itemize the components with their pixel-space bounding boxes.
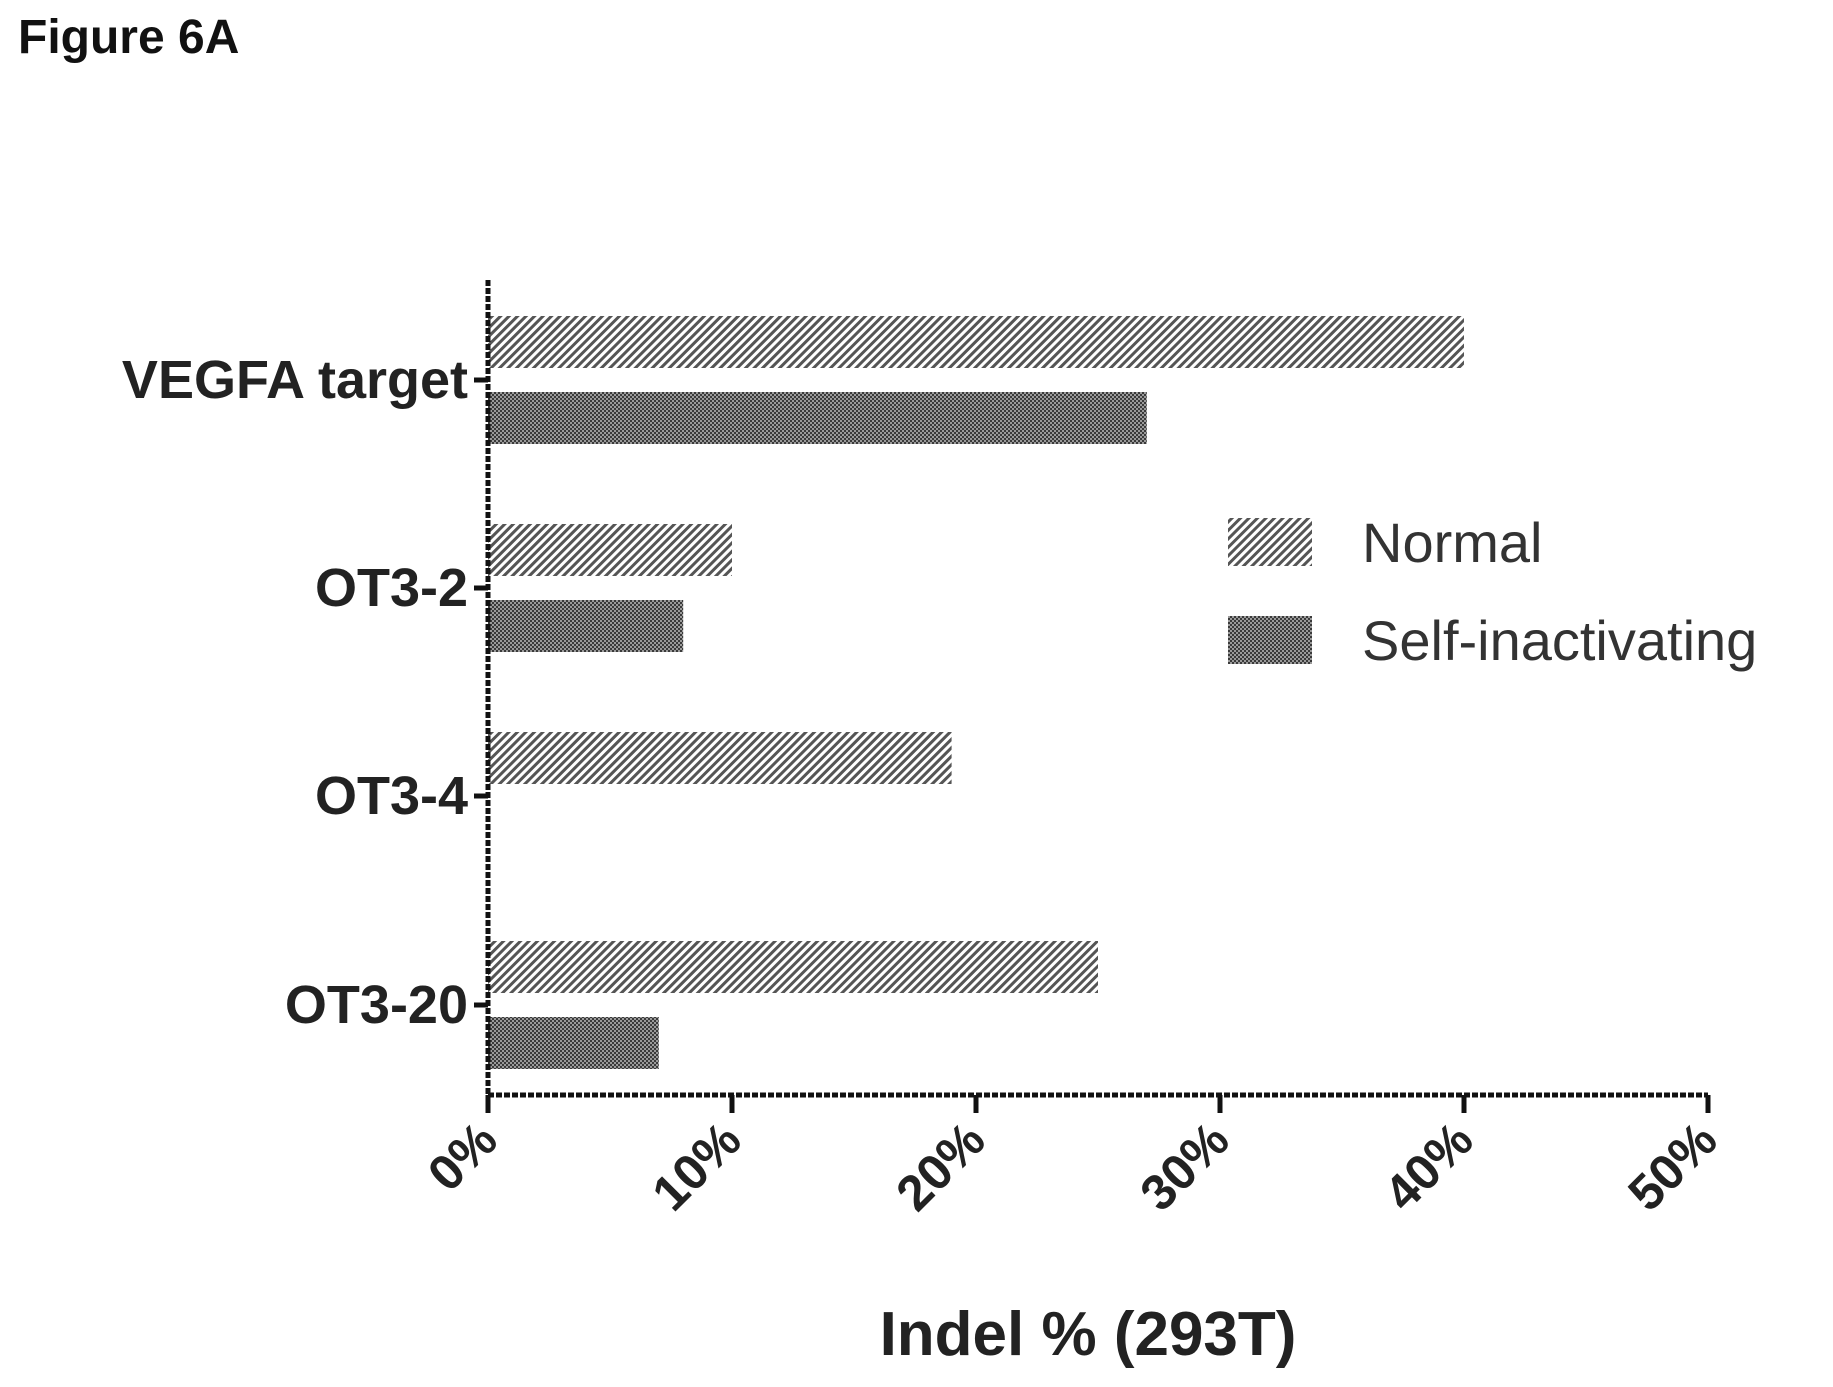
legend-swatch-normal [1228,518,1312,566]
x-tick-label: 40% [1373,1111,1483,1221]
legend-swatch-self-inactivating [1228,616,1312,664]
x-tick-label: 20% [885,1111,995,1221]
x-tick-label: 10% [641,1111,751,1221]
y-tick-label: OT3-20 [285,975,468,1035]
x-axis-title: Indel % (293T) [880,1300,1297,1369]
x-tick-label: 0% [417,1111,508,1202]
bar-normal-ot3-4 [488,732,952,784]
bar-self-inactivating-ot3-20 [488,1017,659,1069]
bar-normal-ot3-2 [488,524,732,576]
bar-self-inactivating-ot3-2 [488,600,684,652]
bar-self-inactivating-vegfa-target [488,392,1147,444]
y-tick-label: OT3-4 [315,766,468,826]
legend-label-self-inactivating: Self-inactivating [1362,609,1757,672]
y-tick-label: OT3-2 [315,558,468,618]
bar-normal-vegfa-target [488,316,1464,368]
y-tick-label: VEGFA target [122,350,468,410]
legend-label-normal: Normal [1362,511,1542,574]
x-tick-label: 50% [1617,1111,1727,1221]
bar-normal-ot3-20 [488,941,1098,993]
figure-title: Figure 6A [18,11,240,64]
x-tick-label: 30% [1129,1111,1239,1221]
